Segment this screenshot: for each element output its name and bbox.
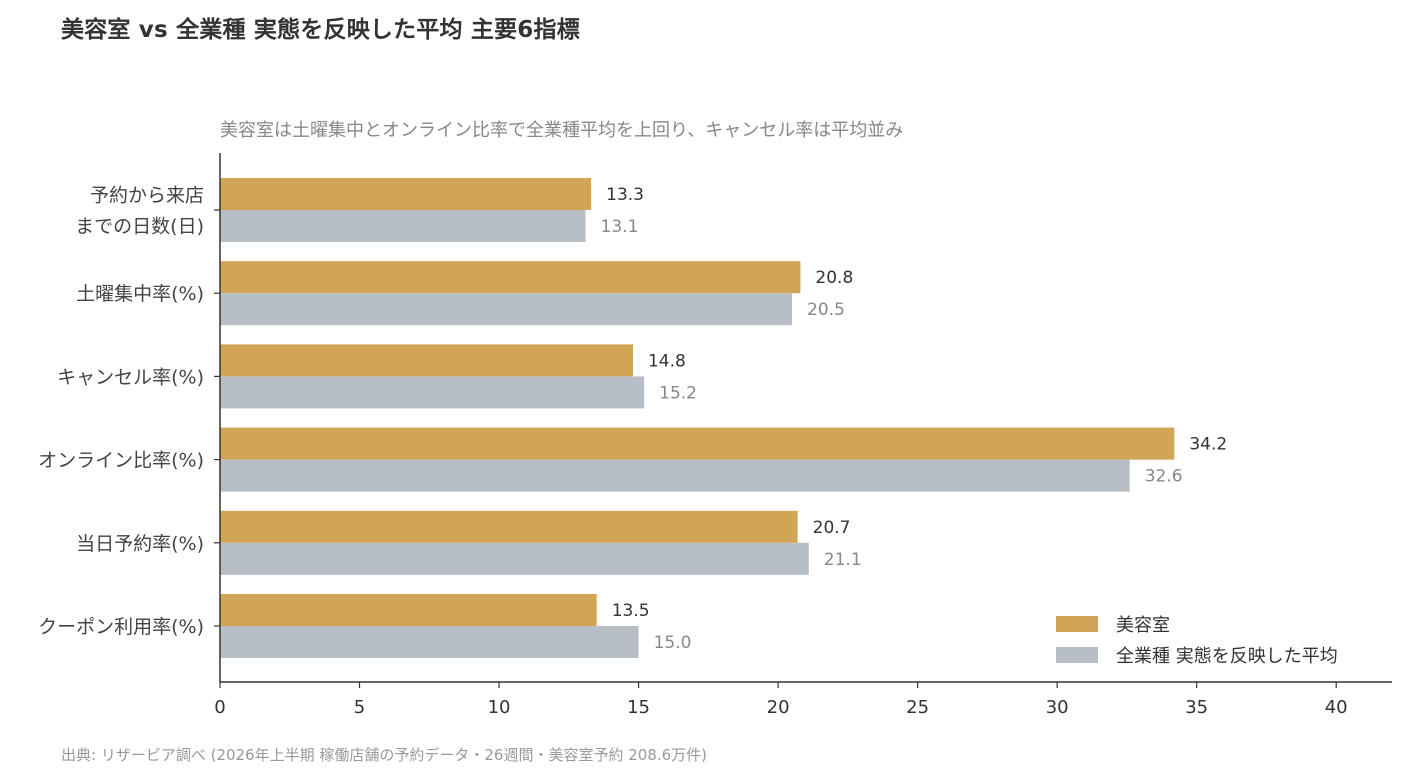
category-label: 予約から来店 [90,185,204,207]
source-note: 出典: リザービア調べ (2026年上半期 稼働店舗の予約データ・26週間・美容… [61,746,708,764]
x-tick-label: 25 [906,697,929,718]
x-tick-label: 0 [214,697,225,718]
legend-swatch-salon [1056,615,1098,632]
x-tick-label: 35 [1185,697,1208,718]
x-tick-label: 5 [354,697,365,718]
category-label: 当日予約率(%) [76,533,204,555]
bar-salon [220,510,798,543]
legend-swatch-all [1056,646,1098,663]
x-tick-label: 15 [627,697,650,718]
value-label: 15.0 [654,633,692,653]
x-tick-label: 10 [488,697,511,718]
bar-salon [220,261,801,294]
x-tick-label: 20 [767,697,790,718]
bar-salon [220,344,633,377]
value-label: 20.7 [813,518,851,538]
x-tick-label: 40 [1325,697,1348,718]
bar-salon [220,427,1175,460]
value-label: 14.8 [648,351,686,371]
chart-title: 美容室 vs 全業種 実態を反映した平均 主要6指標 [61,17,580,43]
legend-item-salon: 美容室 [1056,608,1338,639]
bar-all [220,210,586,242]
bar-all [220,542,809,575]
category-label: までの日数(日) [75,216,204,238]
value-label: 20.5 [807,300,845,320]
legend-label-salon: 美容室 [1116,614,1170,636]
value-label: 34.2 [1189,435,1227,455]
bar-all [220,459,1130,492]
value-label: 13.3 [606,185,644,205]
value-label: 32.6 [1145,467,1183,487]
category-label: クーポン利用率(%) [38,616,204,638]
legend-label-all: 全業種 実態を反映した平均 [1116,645,1338,667]
bar-all [220,376,645,409]
value-label: 21.1 [824,550,862,570]
legend-item-all: 全業種 実態を反映した平均 [1056,639,1338,670]
chart-subtitle: 美容室は土曜集中とオンライン比率で全業種平均を上回り、キャンセル率は平均並み [220,120,904,141]
category-label: 土曜集中率(%) [76,283,204,305]
bar-salon [220,178,592,210]
value-label: 13.1 [601,217,639,237]
bar-all [220,626,639,658]
category-label: オンライン比率(%) [38,450,204,472]
value-label: 20.8 [815,268,853,288]
value-label: 13.5 [612,601,650,621]
bar-all [220,293,793,326]
legend: 美容室 全業種 実態を反映した平均 [1056,608,1338,670]
category-label: キャンセル率(%) [57,366,204,388]
bar-salon [220,594,597,626]
value-label: 15.2 [659,383,697,403]
x-tick-label: 30 [1046,697,1069,718]
